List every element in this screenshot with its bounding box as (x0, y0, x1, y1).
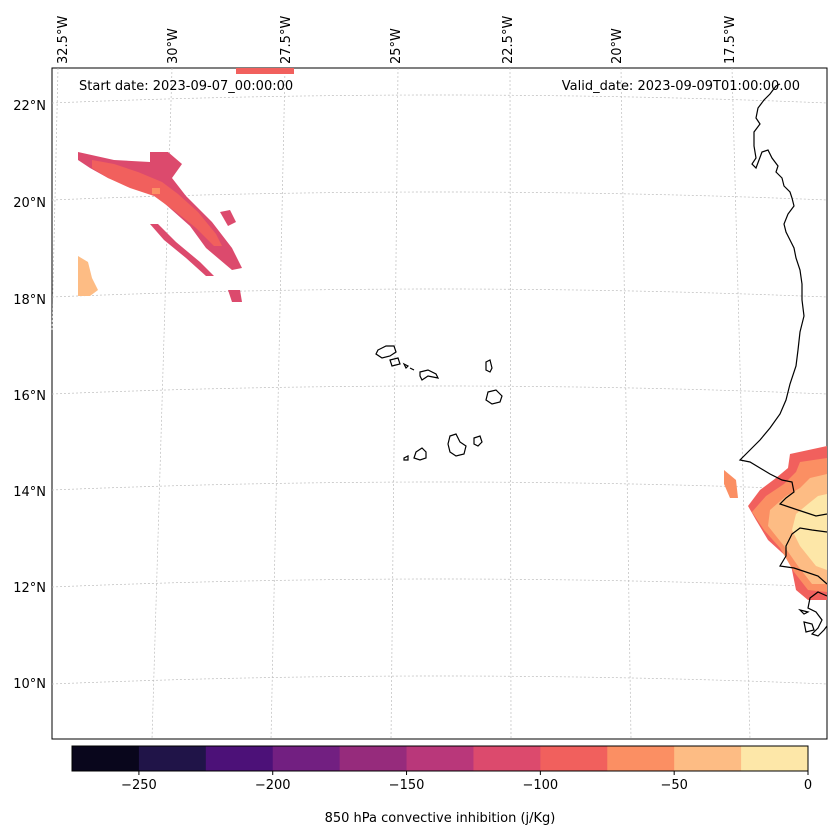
colorbar: −250 −200 −150 −100 −50 0 850 hPa convective … (71, 745, 812, 826)
colorbar-swatch (339, 746, 408, 771)
island-boa-vista (485, 389, 503, 405)
island-maio (473, 435, 483, 447)
lat-label-22n: 22°N (13, 99, 46, 114)
island-sao-vicente (389, 357, 401, 367)
colorbar-swatch (138, 746, 207, 771)
contour-nw-dot-1 (220, 210, 236, 226)
lon-label-27-5w: 27.5°W (279, 16, 294, 64)
parallel-18n (51, 288, 828, 298)
colorbar-swatch (540, 746, 608, 771)
colorbar-swatch (205, 746, 274, 771)
contour-nw-band-inner (92, 160, 222, 246)
contour-west-patch (78, 256, 98, 296)
parallel-22n (51, 94, 828, 104)
africa-coastline (738, 83, 828, 637)
colorbar-swatch (741, 746, 809, 771)
island-sao-nicolau (409, 367, 440, 381)
parallel-16n (51, 385, 828, 395)
colorbar-swatch (72, 746, 140, 771)
island-sal (485, 359, 493, 373)
island-santo-antao (375, 345, 397, 359)
colorbar-swatch (406, 746, 474, 771)
colorbar-tick-label: −150 (389, 778, 425, 793)
lon-label-17-5w: 17.5°W (723, 16, 738, 64)
colorbar-tick-label: −50 (660, 778, 687, 793)
island-santiago (447, 433, 467, 457)
contour-east-core (792, 494, 827, 570)
island-brava (403, 455, 409, 461)
cape-verde-islands (375, 345, 503, 461)
lat-label-18n: 18°N (13, 293, 46, 308)
contour-nw-band-core (152, 188, 160, 194)
colorbar-tick-label: −100 (523, 778, 559, 793)
colorbar-swatch (473, 746, 541, 771)
colorbar-ticks: −250 −200 −150 −100 −50 0 (121, 771, 812, 793)
colorbar-tick-label: 0 (804, 778, 812, 793)
colorbar-swatches (72, 746, 809, 771)
latitude-labels: 22°N 20°N 18°N 16°N 14°N 12°N 10°N (13, 99, 46, 692)
colorbar-outline (71, 745, 809, 772)
island-santa-luzia (402, 362, 410, 370)
contour-nw-band-lower (150, 224, 214, 276)
parallel-20n (51, 191, 828, 201)
contour-nw-dot-2 (228, 290, 242, 302)
lon-label-22-5w: 22.5°W (501, 16, 516, 64)
map-content (51, 67, 828, 740)
lat-label-12n: 12°N (13, 581, 46, 596)
parallel-14n (51, 481, 828, 491)
lat-label-16n: 16°N (13, 389, 46, 404)
lon-label-32-5w: 32.5°W (56, 16, 71, 64)
longitude-labels: 32.5°W 30°W 27.5°W 25°W 22.5°W 20°W 17.5… (56, 16, 738, 64)
lon-label-25w: 25°W (389, 28, 404, 64)
colorbar-swatch (607, 746, 675, 771)
lat-label-20n: 20°N (13, 196, 46, 211)
colorbar-tick-label: −200 (255, 778, 291, 793)
colorbar-swatch (272, 746, 341, 771)
parallel-10n (51, 675, 828, 685)
colorbar-swatch (674, 746, 742, 771)
gridlines (51, 67, 828, 740)
parallel-12n (51, 578, 828, 588)
lon-label-30w: 30°W (166, 28, 181, 64)
island-fogo (413, 447, 427, 461)
lat-label-14n: 14°N (13, 485, 46, 500)
lon-label-20w: 20°W (610, 28, 625, 64)
contour-top-strip (236, 68, 294, 74)
map-frame (51, 67, 828, 740)
coastlines (375, 83, 828, 637)
cin-contours (78, 68, 827, 600)
start-date-label: Start date: 2023-09-07_00:00:00 (79, 79, 293, 94)
valid-date-label: Valid_date: 2023-09-09T01:00:00.00 (562, 79, 800, 94)
lat-label-10n: 10°N (13, 677, 46, 692)
colorbar-tick-label: −250 (121, 778, 157, 793)
contour-east-small (724, 470, 738, 498)
colorbar-label: 850 hPa convective inhibition (j/Kg) (325, 811, 556, 826)
